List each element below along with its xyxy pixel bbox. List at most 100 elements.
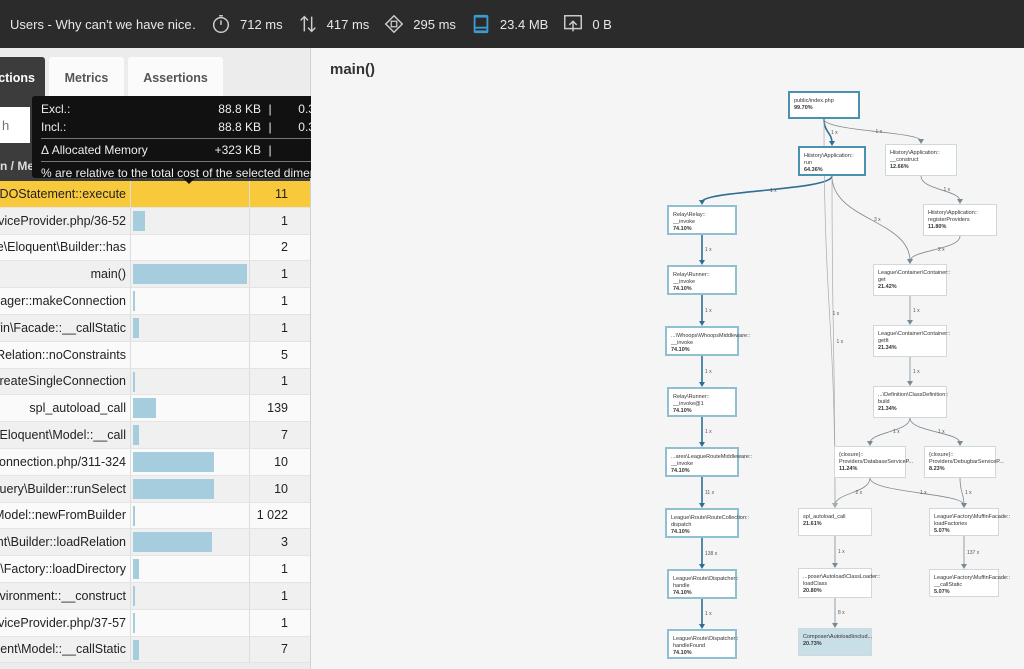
callgraph-node-title: League\Container\Container:: get — [878, 270, 951, 283]
function-row[interactable]: uent\Builder::loadRelation 3 — [0, 529, 310, 557]
callgraph-node[interactable]: League\Route\RouteCollection:: dispatch 7… — [665, 508, 749, 538]
tab-assertions[interactable]: Assertions — [128, 57, 223, 99]
callgraph-node[interactable]: League\Container\Container:: get 21.42% — [873, 264, 951, 296]
call-count: 7 — [281, 428, 288, 443]
function-row[interactable]: erviceProvider.php/36-52 1 — [0, 207, 310, 235]
callgraph-node[interactable]: {closure}:: Providers/DatabaseServiceP..… — [834, 446, 913, 478]
callgraph-node-pct: 99.70% — [794, 105, 813, 111]
call-count: 1 022 — [256, 508, 288, 523]
callgraph-node[interactable]: Relay\Runner:: __invoke@1 74.10% — [667, 387, 737, 417]
callgraph-node[interactable]: League\Route\Dispatcher:: handle 74.10% — [667, 569, 738, 599]
tooltip-incl-value: 88.8 KB — [218, 120, 261, 134]
function-row[interactable]: \Factory::loadDirectory 1 — [0, 556, 310, 583]
tab-metrics[interactable]: Metrics — [49, 57, 124, 99]
function-row[interactable]: Query\Builder::runSelect 10 — [0, 475, 310, 503]
callgraph-node-pct: 74.10% — [673, 590, 692, 596]
function-name-text: \Relation::noConstraints — [0, 347, 126, 362]
callgraph-edge-label: 1 x — [965, 490, 972, 496]
callgraph-edge-arrow — [829, 141, 835, 146]
call-count: 10 — [274, 481, 288, 496]
callgraph-node[interactable]: Hiistory\Application:: run 64.36% — [798, 146, 866, 176]
call-count: 11 — [275, 186, 288, 201]
callgraph-node-pct: 20.73% — [803, 641, 822, 647]
callgraph-edge-label: 1 x — [893, 429, 900, 435]
function-row[interactable]: Model::newFromBuilder 1 022 — [0, 502, 310, 530]
callgraph-node[interactable]: Relay\Relay:: __invoke 74.10% — [667, 205, 737, 235]
cost-bar — [133, 425, 139, 446]
callgraph-edge-label: 138 x — [705, 550, 718, 557]
callgraph-edge — [909, 235, 961, 262]
callgraph-node-pct: 11.80% — [928, 224, 947, 230]
callgraph-node[interactable]: League\Factory\MuffinFacade:: __callStat… — [929, 569, 1011, 597]
cost-bar — [133, 371, 135, 392]
function-row[interactable]: Environment::__construct 1 — [0, 582, 310, 610]
call-count: 1 — [281, 294, 288, 309]
callgraph-node[interactable]: ...\Definition\ClassDefinition:: build 21… — [873, 386, 948, 418]
metric-io-time[interactable]: 417 ms — [297, 13, 370, 35]
callgraph-node-pct: 64.36% — [804, 167, 823, 173]
cost-bar-cell — [130, 368, 250, 395]
metric-wall-time[interactable]: 712 ms — [210, 13, 283, 35]
cpu-time-value: 295 ms — [413, 16, 456, 32]
cost-bar-cell — [130, 582, 250, 609]
callgraph-edge-arrow — [957, 441, 963, 446]
search-input[interactable] — [0, 107, 30, 143]
callgraph-node-title: public/index.php — [794, 98, 834, 104]
callgraph-node[interactable]: Relay\Runner:: __invoke 74.10% — [667, 265, 737, 295]
metric-cpu-time[interactable]: 295 ms — [383, 13, 456, 35]
callgraph-node-pct: 11.24% — [839, 466, 858, 472]
callgraph-edge-label: 1 x — [705, 368, 712, 375]
callgraph-node-pct: 5.07% — [934, 528, 950, 534]
callgraph-edge-arrow — [961, 503, 967, 508]
cost-bar — [133, 478, 214, 499]
callgraph-node-title: League\Factory\MuffinFacade:: __callStat… — [934, 575, 1011, 588]
cost-bar — [133, 612, 135, 633]
callgraph-node[interactable]: public/index.php 99.70% — [788, 91, 860, 119]
function-row[interactable]: main() 1 — [0, 261, 310, 289]
callgraph-node[interactable]: spl_autoload_call 21.61% — [798, 508, 872, 536]
callgraph-edge-label: 1 x — [875, 128, 883, 135]
profile-title[interactable]: Users - Why can't we have nice… — [10, 16, 196, 32]
cost-bar — [133, 639, 139, 660]
callgraph-node[interactable]: League\Route\Dispatcher:: handleFound 74.… — [667, 629, 738, 659]
metric-memory[interactable]: 23.4 MB — [470, 13, 548, 35]
callgraph-node-pct: 74.10% — [673, 226, 692, 232]
callgraph-node-title: Composer\Autoload\includ... — [803, 634, 873, 640]
function-row[interactable]: Connection.php/311-324 10 — [0, 448, 310, 476]
tooltip-arrow — [183, 178, 195, 184]
cost-bar — [133, 398, 156, 419]
metric-network[interactable]: 0 B — [562, 13, 612, 35]
function-row[interactable]: se\Eloquent\Builder::has 2 — [0, 234, 310, 262]
function-row[interactable]: \Relation::noConstraints 5 — [0, 341, 310, 369]
callgraph-node[interactable]: {closure}:: Providers/DebugbarServiceP..… — [924, 446, 1004, 478]
callgraph-node-pct: 74.10% — [671, 468, 690, 474]
cost-bar-cell — [130, 448, 250, 475]
function-row[interactable]: anager::makeConnection 1 — [0, 288, 310, 315]
callgraph-node[interactable]: Hiistory\Application:: registerProviders… — [923, 204, 997, 236]
io-arrows-icon — [299, 15, 316, 33]
callgraph-edges — [699, 118, 967, 629]
tooltip-incl-row: Incl.: 88.8 KB | 0.371% — [41, 118, 345, 136]
callgraph-edge-arrow — [832, 623, 838, 628]
callgraph-edge — [834, 477, 871, 506]
callgraph-node[interactable]: League\Container\Container:: getIt 21.34% — [873, 325, 950, 357]
callgraph-node[interactable]: League\Factory\MuffinFacade:: loadFactor… — [929, 508, 1010, 536]
callgraph-node[interactable]: ...\Whoops\WhoopsMiddleware:: __invoke 74… — [665, 326, 750, 356]
function-name-text: erviceProvider.php/37-57 — [0, 615, 126, 630]
call-count: 1 — [281, 374, 288, 389]
function-row[interactable]: createSingleConnection 1 — [0, 368, 310, 396]
callgraph-edge-arrow — [907, 259, 913, 264]
tab-functions[interactable]: ctions — [0, 57, 45, 99]
function-row[interactable]: quent\Model::__callStatic 7 — [0, 636, 310, 664]
function-row[interactable]: spl_autoload_call 139 — [0, 395, 310, 423]
callgraph-node[interactable]: ...poser\Autoload\ClassLoader:: loadClas… — [798, 568, 880, 598]
function-row[interactable]: e\Eloquent\Model::__call 7 — [0, 422, 310, 449]
io-time-value: 417 ms — [326, 16, 370, 32]
callgraph-node[interactable]: ...ares\LeagueRouteMiddleware:: __invoke… — [665, 447, 752, 477]
callgraph-edge-label: 1 x — [705, 429, 712, 435]
callgraph-node[interactable]: Hiistory\Application:: __construct 12.66% — [885, 144, 957, 176]
function-row[interactable]: erviceProvider.php/37-57 1 — [0, 609, 310, 637]
callgraph-node[interactable]: Composer\Autoload\includ... 20.73% — [798, 628, 872, 656]
function-row[interactable]: uffin\Facade::__callStatic 1 — [0, 314, 310, 342]
function-row[interactable]: PDOStatement::execute 11 — [0, 181, 310, 208]
